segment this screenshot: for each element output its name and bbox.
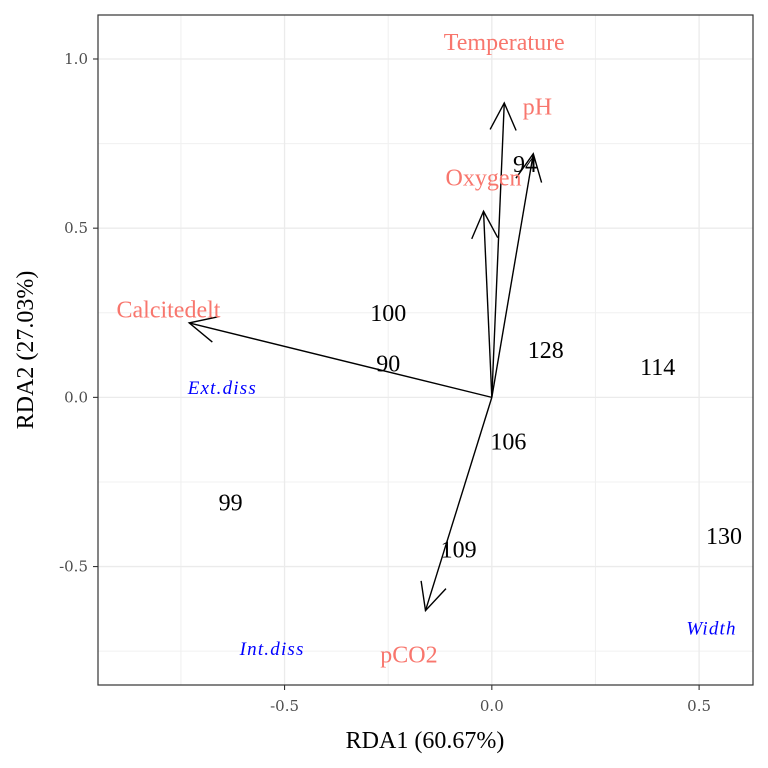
y-axis-ticks: -0.5 0.0 0.5 1.0 bbox=[59, 50, 98, 576]
environment-labels: Temperature pH Oxygen Calcitedelt pCO2 bbox=[116, 30, 564, 668]
y-tick-label: 1.0 bbox=[64, 50, 88, 68]
x-axis-ticks: -0.5 0.0 0.5 bbox=[270, 685, 711, 715]
site-label-114: 114 bbox=[640, 355, 675, 381]
arrow-oxygen-head bbox=[471, 209, 499, 240]
site-labels: 94 100 90 128 114 106 99 109 130 bbox=[219, 152, 742, 564]
panel-border bbox=[97, 14, 754, 686]
species-label-ext-diss: Ext.diss bbox=[187, 378, 257, 399]
arrow-ph-shaft bbox=[491, 153, 534, 398]
site-label-130: 130 bbox=[706, 524, 742, 550]
major-gridlines bbox=[98, 15, 753, 685]
site-label-109: 109 bbox=[441, 538, 477, 564]
panel-background bbox=[98, 15, 753, 685]
x-tick-label: 0.0 bbox=[480, 697, 504, 715]
y-tick-label: 0.0 bbox=[64, 388, 88, 406]
x-tick-label: -0.5 bbox=[270, 697, 299, 715]
site-label-94: 94 bbox=[513, 152, 537, 178]
env-label-calcitedelt: Calcitedelt bbox=[116, 297, 220, 323]
species-label-width: Width bbox=[686, 618, 736, 639]
species-label-int-diss: Int.diss bbox=[239, 639, 305, 660]
site-label-106: 106 bbox=[490, 429, 526, 455]
arrow-calcitedelt-head bbox=[187, 316, 219, 343]
y-tick-label: 0.5 bbox=[64, 219, 88, 237]
env-label-oxygen: Oxygen bbox=[446, 165, 522, 191]
env-label-ph: pH bbox=[523, 94, 552, 120]
env-label-pco2: pCO2 bbox=[380, 643, 437, 669]
y-tick-label: -0.5 bbox=[59, 558, 88, 576]
arrow-ph-head bbox=[515, 152, 543, 183]
arrow-pco2-head bbox=[420, 580, 447, 613]
minor-gridlines bbox=[98, 15, 753, 685]
site-label-128: 128 bbox=[528, 338, 564, 364]
x-tick-label: 0.5 bbox=[687, 697, 711, 715]
y-axis-title: RDA2 (27.03%) bbox=[13, 271, 39, 430]
arrow-pco2-shaft bbox=[424, 397, 493, 611]
arrow-oxygen-shaft bbox=[482, 211, 493, 398]
arrow-temperature-shaft bbox=[491, 102, 505, 398]
environment-arrows bbox=[187, 101, 543, 613]
arrow-temperature-head bbox=[489, 101, 517, 131]
site-label-99: 99 bbox=[219, 490, 243, 516]
env-label-temperature: Temperature bbox=[444, 30, 565, 56]
site-label-100: 100 bbox=[370, 301, 406, 327]
arrow-calcitedelt-shaft bbox=[189, 322, 492, 399]
species-labels: Ext.diss Int.diss Width bbox=[187, 378, 736, 660]
site-label-90: 90 bbox=[376, 352, 400, 378]
x-axis-title: RDA1 (60.67%) bbox=[346, 728, 505, 754]
